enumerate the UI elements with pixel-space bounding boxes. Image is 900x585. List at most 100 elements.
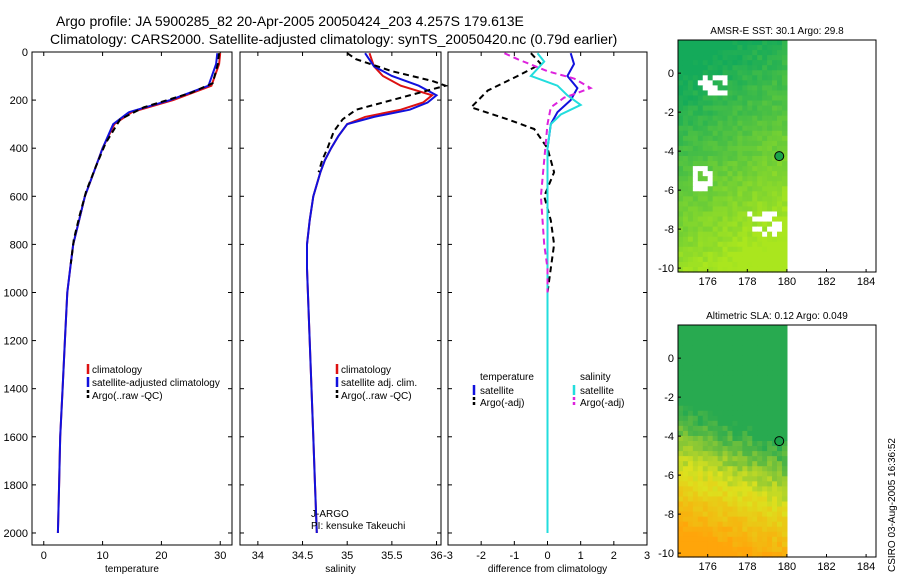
map-cell: [722, 176, 729, 182]
map-cell: [712, 420, 719, 427]
x-axis-label: salinity: [325, 564, 356, 575]
map-cell: [712, 236, 719, 243]
map-cell: [687, 430, 694, 437]
map-cell: [737, 266, 743, 273]
map-cell: [717, 115, 724, 122]
map-cell: [742, 360, 748, 366]
map-cell: [772, 90, 778, 97]
map-cell: [707, 186, 714, 192]
map-cell: [717, 365, 724, 371]
map-y-tick-label: 0: [668, 68, 674, 80]
map-cell: [737, 161, 743, 167]
map-cell: [732, 330, 738, 336]
map-cell: [747, 481, 753, 487]
map-cell: [682, 446, 689, 452]
map-cell: [687, 360, 694, 366]
map-cell: [752, 161, 758, 167]
map-cell: [747, 216, 753, 223]
map-cell: [678, 330, 684, 336]
map-cell: [722, 150, 729, 157]
map-cell: [697, 156, 704, 162]
map-cell: [757, 85, 763, 92]
map-cell: [697, 130, 704, 137]
map-cell: [777, 365, 783, 371]
map-cell: [732, 451, 738, 457]
map-cell: [742, 345, 748, 351]
map-cell: [687, 491, 694, 498]
map-cell: [777, 390, 783, 397]
map-x-tick-label: 182: [817, 561, 835, 573]
map-cell: [737, 335, 743, 341]
map-cell: [747, 70, 753, 76]
map-cell: [697, 370, 704, 377]
map-cell: [777, 430, 783, 437]
map-cell: [697, 105, 704, 112]
map-cell: [687, 135, 694, 142]
map-cell: [757, 65, 763, 71]
map-cell: [772, 476, 778, 482]
map-cell: [762, 161, 768, 167]
map-cell: [781, 45, 788, 51]
map-cell: [707, 125, 714, 132]
map-cell: [722, 506, 729, 513]
map-cell: [762, 536, 768, 543]
map-cell: [752, 70, 758, 76]
map-cell: [712, 166, 719, 172]
map-cell: [727, 241, 734, 248]
map-cell: [762, 50, 768, 56]
map-cell: [678, 236, 684, 243]
map-cell: [717, 216, 724, 223]
map-cell: [702, 541, 709, 548]
map-cell: [772, 516, 778, 523]
map-cell: [732, 161, 738, 167]
map-cell: [772, 40, 778, 46]
map-cell: [732, 370, 738, 377]
map-cell: [732, 45, 738, 51]
map-cell: [682, 90, 689, 97]
map-cell: [727, 486, 734, 493]
map-cell: [678, 345, 684, 351]
map-cell: [697, 70, 704, 76]
map-cell: [767, 90, 773, 97]
map-cell: [692, 355, 699, 361]
map-cell: [732, 385, 738, 392]
map-cell: [747, 130, 753, 137]
map-cell: [767, 375, 773, 382]
map-cell: [712, 75, 719, 81]
map-cell: [777, 516, 783, 523]
map-cell: [687, 50, 694, 56]
map-cell: [757, 536, 763, 543]
map-cell: [682, 251, 689, 258]
map-cell: [727, 261, 734, 268]
map-cell: [777, 241, 783, 248]
map-cell: [722, 516, 729, 523]
map-cell: [732, 461, 738, 467]
map-cell: [727, 405, 734, 412]
map-cell: [702, 196, 709, 202]
map-cell: [712, 536, 719, 543]
map-cell: [737, 145, 743, 152]
map-cell: [732, 516, 738, 523]
map-cell: [762, 441, 768, 447]
map-cell: [742, 551, 748, 558]
map-cell: [722, 75, 729, 81]
map-cell: [702, 191, 709, 197]
map-cell: [697, 430, 704, 437]
map-cell: [772, 466, 778, 472]
map-cell: [732, 441, 738, 447]
map-cell: [687, 140, 694, 147]
map-cell: [767, 430, 773, 437]
map-cell: [717, 325, 724, 331]
map-cell: [757, 531, 763, 538]
map-cell: [762, 130, 768, 137]
map-cell: [702, 216, 709, 223]
map-cell: [692, 120, 699, 127]
map-cell: [777, 266, 783, 273]
map-cell: [697, 90, 704, 97]
map-cell: [757, 365, 763, 371]
map-cell: [762, 350, 768, 356]
map-cell: [687, 501, 694, 508]
map-cell: [772, 531, 778, 538]
map-cell: [762, 526, 768, 533]
